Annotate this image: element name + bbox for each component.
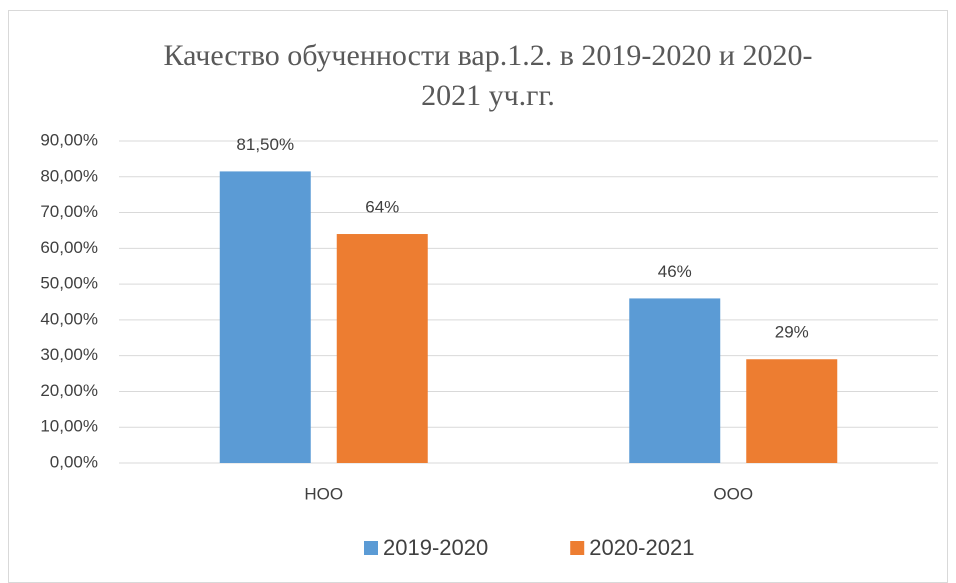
y-tick-label: 20,00% (40, 381, 98, 400)
x-tick-label: ООО (713, 484, 753, 503)
bar (336, 234, 428, 463)
legend-label: 2020-2021 (589, 535, 694, 560)
legend-swatch (570, 541, 585, 555)
y-tick-label: 90,00% (40, 130, 98, 149)
y-tick-label: 10,00% (40, 417, 98, 436)
y-tick-label: 30,00% (40, 345, 98, 364)
chart-title: Качество обученности вар.1.2. в 2019-202… (163, 39, 813, 112)
y-tick-label: 40,00% (40, 309, 98, 328)
x-tick-label: НОО (304, 484, 343, 503)
y-tick-label: 60,00% (40, 238, 98, 257)
bar (746, 359, 838, 463)
bar (629, 298, 721, 463)
y-tick-label: 50,00% (40, 274, 98, 293)
y-tick-label: 0,00% (50, 452, 98, 471)
value-label: 46% (658, 262, 692, 281)
y-tick-label: 70,00% (40, 202, 98, 221)
value-label: 81,50% (236, 135, 294, 154)
value-label: 29% (775, 323, 809, 342)
y-tick-label: 80,00% (40, 166, 98, 185)
bar (219, 171, 311, 463)
value-label: 64% (365, 198, 399, 217)
legend-label: 2019-2020 (383, 535, 488, 560)
legend-swatch (364, 541, 378, 555)
chart-border (8, 10, 948, 583)
